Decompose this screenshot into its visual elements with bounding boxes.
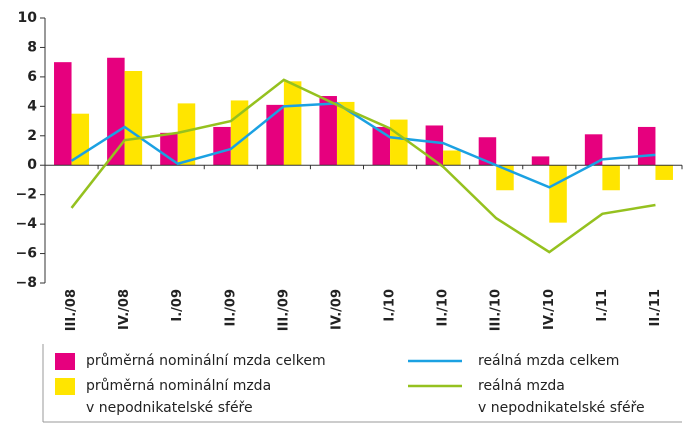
legend-label: průměrná nominální mzda celkem (86, 353, 326, 369)
y-tick-label: −6 (16, 246, 37, 262)
bar (443, 150, 461, 166)
x-tick-label: I./10 (383, 289, 398, 322)
x-tick-label: III./08 (64, 289, 79, 331)
bar (425, 125, 444, 166)
bar (637, 126, 656, 166)
line (70, 78, 656, 254)
legend-swatch (55, 378, 75, 395)
legend-label: průměrná nominální mzda v nepodnikatelské… (86, 378, 271, 416)
bar (107, 57, 125, 166)
bar (124, 71, 143, 166)
x-tick-label: IV./08 (117, 289, 132, 330)
y-tick-label: −8 (16, 275, 37, 291)
bar (319, 96, 337, 166)
legend-label: reálná mzda celkem (478, 353, 619, 369)
x-tick-label: I./11 (595, 289, 610, 322)
line (70, 102, 656, 189)
bar (336, 101, 355, 166)
y-tick-label: 2 (27, 128, 37, 144)
bar (655, 165, 673, 180)
y-tick-label: −4 (16, 216, 38, 232)
x-tick-label: III./09 (276, 289, 291, 331)
x-tick-label: III./10 (489, 289, 504, 331)
y-tick-label: 6 (27, 69, 37, 85)
legend-label: reálná mzda v nepodnikatelské sféře (478, 378, 645, 416)
bar (372, 126, 391, 166)
bar (177, 103, 196, 166)
x-tick-label: IV./09 (329, 289, 344, 330)
bar (478, 137, 497, 166)
bar (71, 113, 90, 166)
y-tick-label: 0 (27, 157, 37, 173)
bar (283, 81, 302, 166)
y-tick-label: −2 (16, 187, 37, 203)
bar (602, 165, 620, 191)
y-tick-label: 4 (27, 98, 37, 114)
legend-swatch (55, 353, 75, 370)
x-tick-label: I./09 (170, 289, 185, 322)
bar (213, 126, 231, 166)
x-tick-label: II./11 (648, 289, 663, 326)
x-tick-label: II./10 (436, 289, 451, 326)
bar (584, 134, 603, 166)
y-tick-label: 8 (27, 39, 37, 55)
bar (266, 104, 284, 166)
x-tick-label: IV./10 (542, 289, 557, 330)
x-tick-label: II./09 (223, 289, 238, 326)
bar (549, 165, 567, 223)
y-tick-label: 10 (18, 10, 38, 26)
bar (160, 132, 178, 166)
bar (531, 156, 550, 166)
bar (54, 62, 72, 166)
bar (390, 119, 408, 166)
